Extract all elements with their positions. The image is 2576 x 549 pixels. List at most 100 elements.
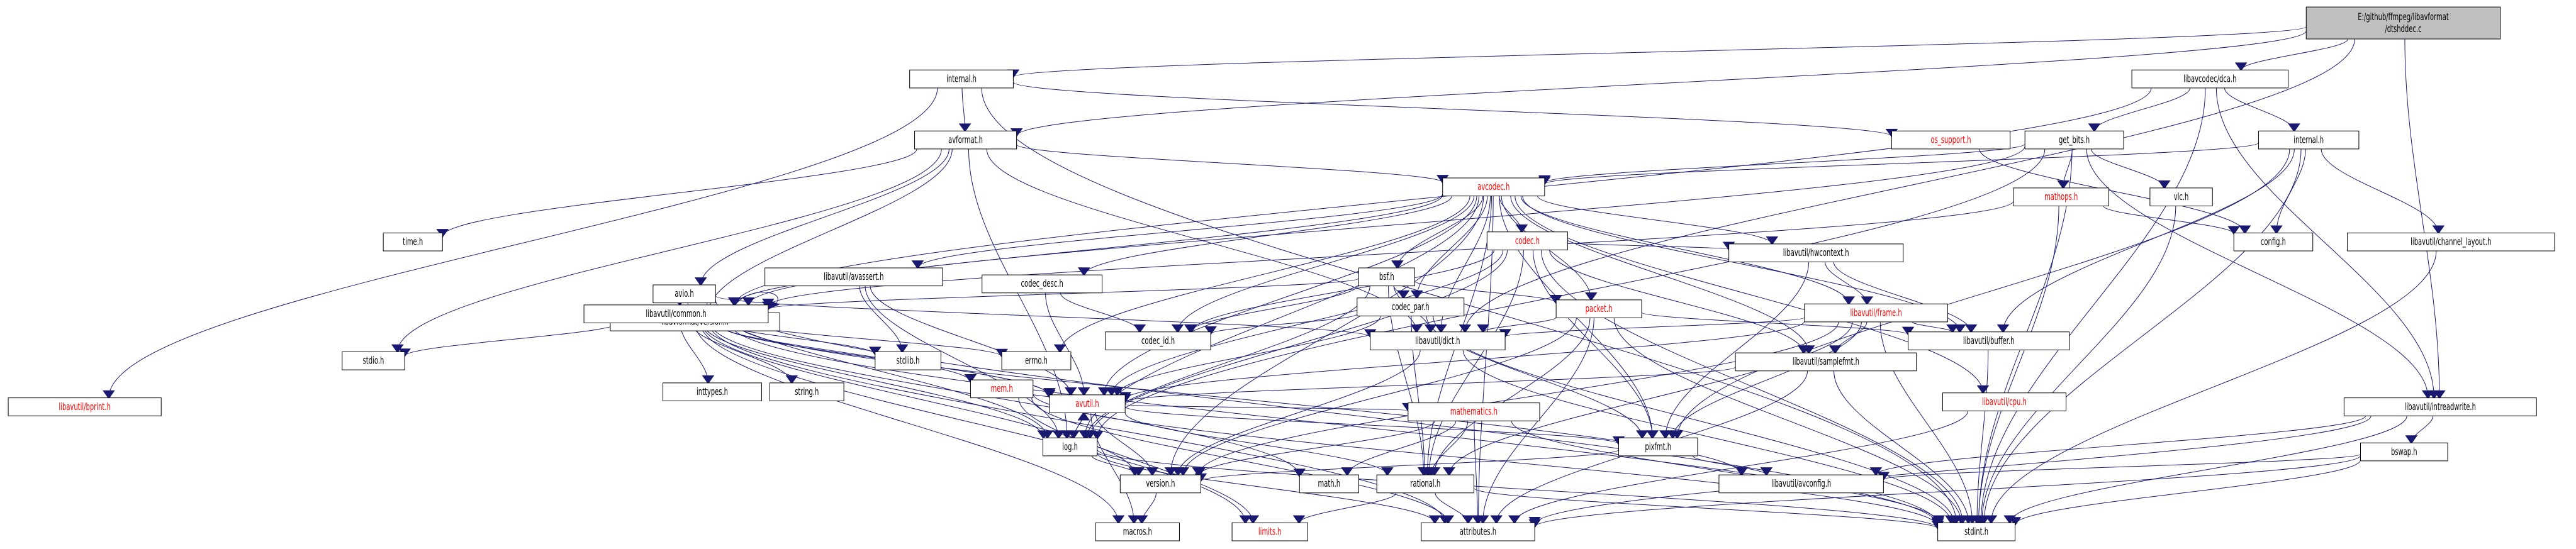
node-string-h: string.h: [770, 383, 844, 401]
node-hwcontext-h[interactable]: libavutil/hwcontext.h: [1729, 244, 1903, 262]
node-label: codec_desc.h: [1021, 279, 1063, 290]
node-common-h[interactable]: libavutil/common.h: [584, 305, 768, 323]
node-attributes-h[interactable]: attributes.h: [1421, 523, 1535, 541]
edge-codec_h-to-samplefmt_h: [1550, 250, 1810, 355]
node-get-bits-h[interactable]: get_bits.h: [2025, 131, 2124, 149]
edge-avutil_h-to-macros_h: [1091, 413, 1141, 524]
node-label: libavutil/avassert.h: [824, 272, 883, 283]
arrowhead: [964, 374, 977, 383]
node-label: string.h: [795, 387, 819, 398]
edge-avcodec_h-to-codec_h: [1499, 196, 1528, 233]
node-internal-h2[interactable]: internal.h: [2258, 131, 2358, 149]
edge-libavcodec_dca_h-to-get_bits_h: [2088, 88, 2190, 133]
node-cpu-h[interactable]: libavutil/cpu.h: [1942, 393, 2066, 411]
edge-avcodec_h-to-hwcontext_h: [1538, 196, 1779, 245]
node-frame-h[interactable]: libavutil/frame.h: [1805, 304, 1947, 322]
edge-dict_h-to-version_h: [1172, 350, 1420, 477]
arrowhead: [1955, 515, 1968, 524]
edge-avcodec_h-to-avutil_h: [1098, 196, 1477, 396]
nodes-layer: E:/github/ffmpeg/libavformat/dtshddec.c i…: [8, 7, 2555, 541]
node-avconfig-h[interactable]: libavutil/avconfig.h: [1719, 475, 1883, 493]
edge-root-to-internal_h: [1007, 27, 2307, 79]
node-bswap-h[interactable]: bswap.h: [2361, 443, 2448, 461]
node-samplefmt-h[interactable]: libavutil/samplefmt.h: [1735, 353, 1917, 371]
edge-bswap_h-to-attributes_h: [1528, 456, 2360, 528]
node-codec-desc-h[interactable]: codec_desc.h: [982, 275, 1102, 293]
arrowhead: [1193, 467, 1206, 477]
node-buffer-h[interactable]: libavutil/buffer.h: [1908, 332, 2069, 350]
edge-avcodec_h-to-common_h: [727, 195, 1443, 306]
node-label: /dtshddec.c: [2385, 24, 2421, 35]
arrowhead: [2288, 123, 2300, 133]
node-codec-h[interactable]: codec.h: [1487, 232, 1567, 250]
edge-codec_par_h-to-avutil_h: [1111, 316, 1380, 396]
edge-log_h-to-version_h: [1092, 456, 1145, 477]
arrowhead: [1842, 296, 1856, 306]
node-avassert-h[interactable]: libavutil/avassert.h: [765, 268, 943, 286]
arrowhead: [1053, 344, 1067, 353]
node-label: os_support.h: [1930, 135, 1971, 146]
node-avio-h[interactable]: avio.h: [653, 285, 715, 303]
node-label: avutil.h: [1075, 399, 1099, 410]
node-channel-layout-h[interactable]: libavutil/channel_layout.h: [2348, 233, 2555, 251]
arrowhead: [2008, 517, 2022, 526]
arrowhead: [1766, 236, 1779, 245]
node-label: libavutil/channel_layout.h: [2411, 236, 2491, 248]
node-avutil-h[interactable]: avutil.h: [1050, 395, 1125, 413]
edge-frame_h-to-stdint_h: [1880, 322, 1979, 524]
arrowhead: [694, 277, 707, 287]
arrowhead: [1477, 324, 1489, 333]
node-label: codec_par.h: [1392, 302, 1430, 313]
arrowhead: [1135, 515, 1148, 524]
node-codec-id-h[interactable]: codec_id.h: [1106, 332, 1211, 350]
arrowhead: [1971, 515, 1983, 524]
node-version-h[interactable]: version.h: [1120, 475, 1201, 493]
node-label: stdlib.h: [897, 355, 920, 367]
node-label: macros.h: [1123, 526, 1152, 538]
arrowhead: [1077, 267, 1090, 277]
node-avcodec-h[interactable]: avcodec.h: [1443, 178, 1545, 196]
arrowhead: [1098, 387, 1111, 396]
node-libavcodec-dca-h[interactable]: libavcodec/dca.h: [2132, 70, 2288, 88]
node-mathops-h[interactable]: mathops.h: [2013, 188, 2109, 206]
node-label: codec.h: [1515, 236, 1540, 247]
arrowhead: [1508, 515, 1521, 524]
node-vlc-h[interactable]: vlc.h: [2150, 188, 2212, 206]
node-mathematics-h[interactable]: mathematics.h: [1408, 403, 1540, 421]
node-label: attributes.h: [1460, 526, 1496, 538]
edges-layer: [103, 27, 2446, 530]
node-codec-par-h[interactable]: codec_par.h: [1357, 298, 1464, 316]
node-limits-h[interactable]: limits.h: [1232, 523, 1308, 541]
node-label: bsf.h: [1379, 272, 1394, 283]
edge-bsf_h-to-packet_h: [1414, 281, 1562, 304]
node-label: mathops.h: [2044, 192, 2078, 203]
arrowhead: [1901, 326, 1915, 336]
node-errno-h: errno.h: [1002, 352, 1071, 370]
node-dict-h[interactable]: libavutil/dict.h: [1370, 332, 1505, 350]
arrowhead: [2057, 180, 2069, 189]
node-bprint-h[interactable]: libavutil/bprint.h: [8, 398, 161, 416]
node-inttypes-h: inttypes.h: [663, 383, 762, 401]
node-internal-h[interactable]: internal.h: [910, 70, 1014, 88]
node-log-h[interactable]: log.h: [1043, 438, 1097, 456]
edge-avcodec_h-to-log_h: [1078, 196, 1479, 440]
node-macros-h[interactable]: macros.h: [1095, 523, 1179, 541]
arrowhead: [727, 297, 741, 306]
node-packet-h[interactable]: packet.h: [1556, 300, 1642, 318]
arrowhead: [1381, 467, 1394, 477]
node-mem-h[interactable]: mem.h: [970, 380, 1033, 398]
arrowhead: [1132, 467, 1145, 477]
node-avformat-h[interactable]: avformat.h: [915, 131, 1017, 149]
node-label: avformat.h: [948, 135, 983, 146]
edge-bsf_h-to-codec_par_h: [1394, 286, 1410, 299]
node-intreadwrite-h[interactable]: libavutil/intreadwrite.h: [2344, 398, 2536, 416]
node-label: get_bits.h: [2059, 135, 2090, 146]
node-bsf-h[interactable]: bsf.h: [1358, 268, 1414, 286]
node-rational-h[interactable]: rational.h: [1377, 475, 1474, 493]
edge-bswap_h-to-stdint_h: [2008, 460, 2361, 526]
arrowhead: [2421, 390, 2434, 399]
node-pixfmt-h[interactable]: pixfmt.h: [1618, 438, 1697, 456]
arrowhead: [1080, 430, 1094, 440]
node-os-support-h[interactable]: os_support.h: [1891, 131, 2010, 149]
